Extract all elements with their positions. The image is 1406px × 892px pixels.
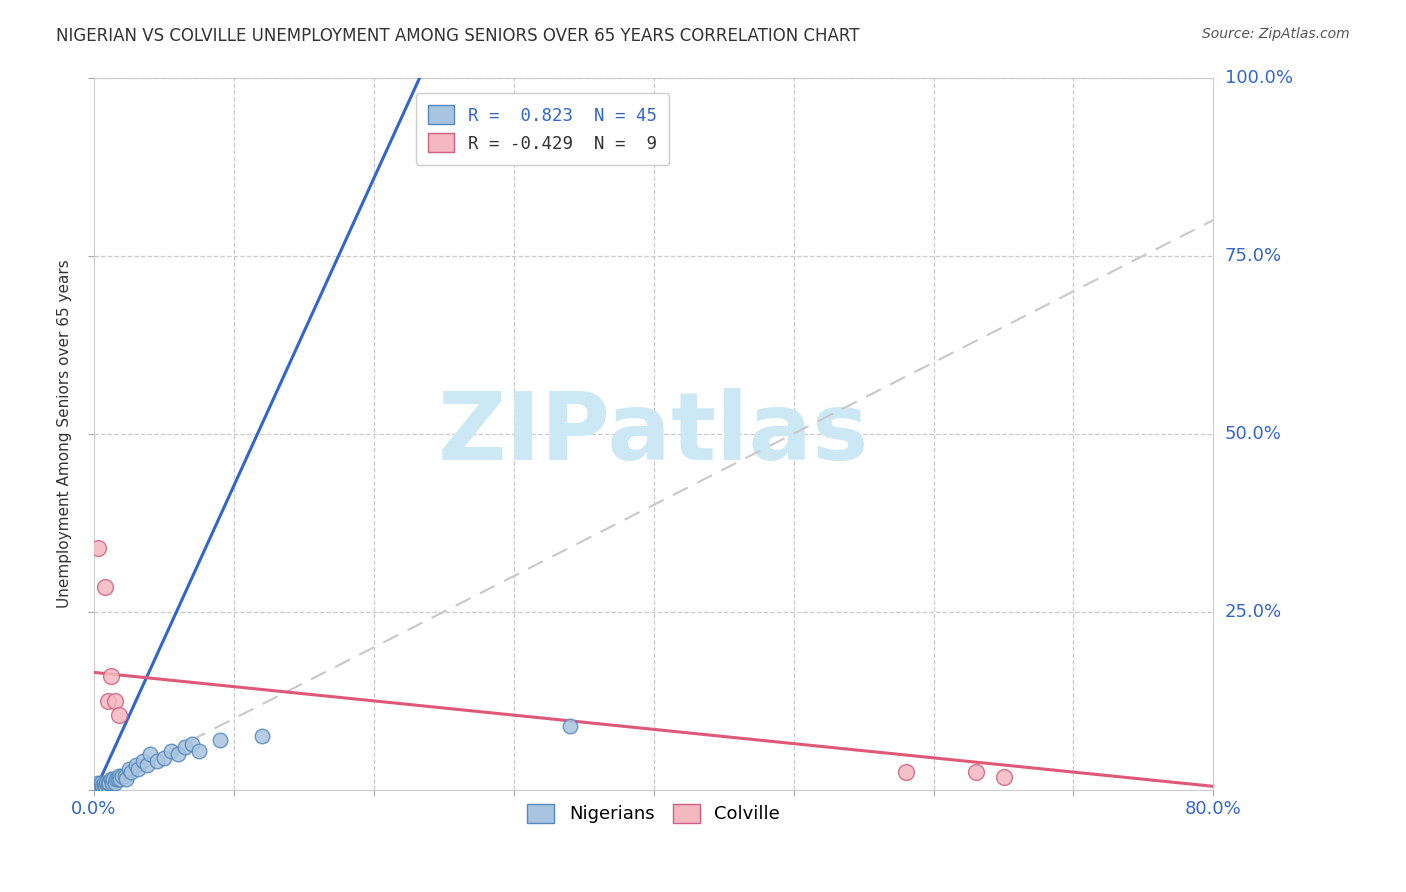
Point <box>152 751 174 765</box>
Point <box>103 772 125 787</box>
Text: 100.0%: 100.0% <box>1225 69 1292 87</box>
Point <box>118 762 141 776</box>
Point <box>98 776 121 790</box>
Text: 75.0%: 75.0% <box>1225 246 1282 265</box>
Point <box>993 770 1015 784</box>
Point <box>107 772 129 787</box>
Point <box>894 765 917 780</box>
Point <box>90 780 112 794</box>
Point <box>111 769 134 783</box>
Point <box>89 783 111 797</box>
Y-axis label: Unemployment Among Seniors over 65 years: Unemployment Among Seniors over 65 years <box>58 260 72 608</box>
Point <box>100 669 122 683</box>
Point <box>100 772 122 787</box>
Point <box>97 776 120 790</box>
Point <box>135 758 157 772</box>
Point <box>114 769 136 783</box>
Point <box>180 737 202 751</box>
Point <box>105 772 128 787</box>
Text: 50.0%: 50.0% <box>1225 425 1281 442</box>
Point <box>173 740 195 755</box>
Point <box>115 772 138 787</box>
Point <box>128 762 150 776</box>
Text: ZIPatlas: ZIPatlas <box>437 388 869 480</box>
Point <box>104 776 127 790</box>
Point <box>108 769 131 783</box>
Point <box>101 776 124 790</box>
Point <box>89 780 111 794</box>
Point <box>108 708 131 723</box>
Point <box>97 694 120 708</box>
Point <box>97 780 120 794</box>
Point <box>145 755 167 769</box>
Point <box>104 694 127 708</box>
Point <box>138 747 160 762</box>
Point <box>250 730 273 744</box>
Point <box>86 780 108 794</box>
Point <box>187 744 209 758</box>
Point <box>84 783 107 797</box>
Point <box>208 733 231 747</box>
Point <box>93 780 115 794</box>
Point <box>90 776 112 790</box>
Point <box>93 776 115 790</box>
Point <box>91 783 114 797</box>
Point <box>558 719 581 733</box>
Point <box>94 580 117 594</box>
Point <box>125 758 148 772</box>
Legend: Nigerians, Colville: Nigerians, Colville <box>516 793 790 834</box>
Point <box>87 541 110 555</box>
Point <box>91 780 114 794</box>
Point <box>87 776 110 790</box>
Text: 25.0%: 25.0% <box>1225 603 1282 621</box>
Point <box>965 765 987 780</box>
Point <box>121 765 143 780</box>
Point <box>87 783 110 797</box>
Point <box>110 772 132 787</box>
Point <box>94 780 117 794</box>
Point <box>166 747 188 762</box>
Point <box>96 776 118 790</box>
Text: NIGERIAN VS COLVILLE UNEMPLOYMENT AMONG SENIORS OVER 65 YEARS CORRELATION CHART: NIGERIAN VS COLVILLE UNEMPLOYMENT AMONG … <box>56 27 859 45</box>
Point <box>159 744 181 758</box>
Point <box>131 755 153 769</box>
Text: Source: ZipAtlas.com: Source: ZipAtlas.com <box>1202 27 1350 41</box>
